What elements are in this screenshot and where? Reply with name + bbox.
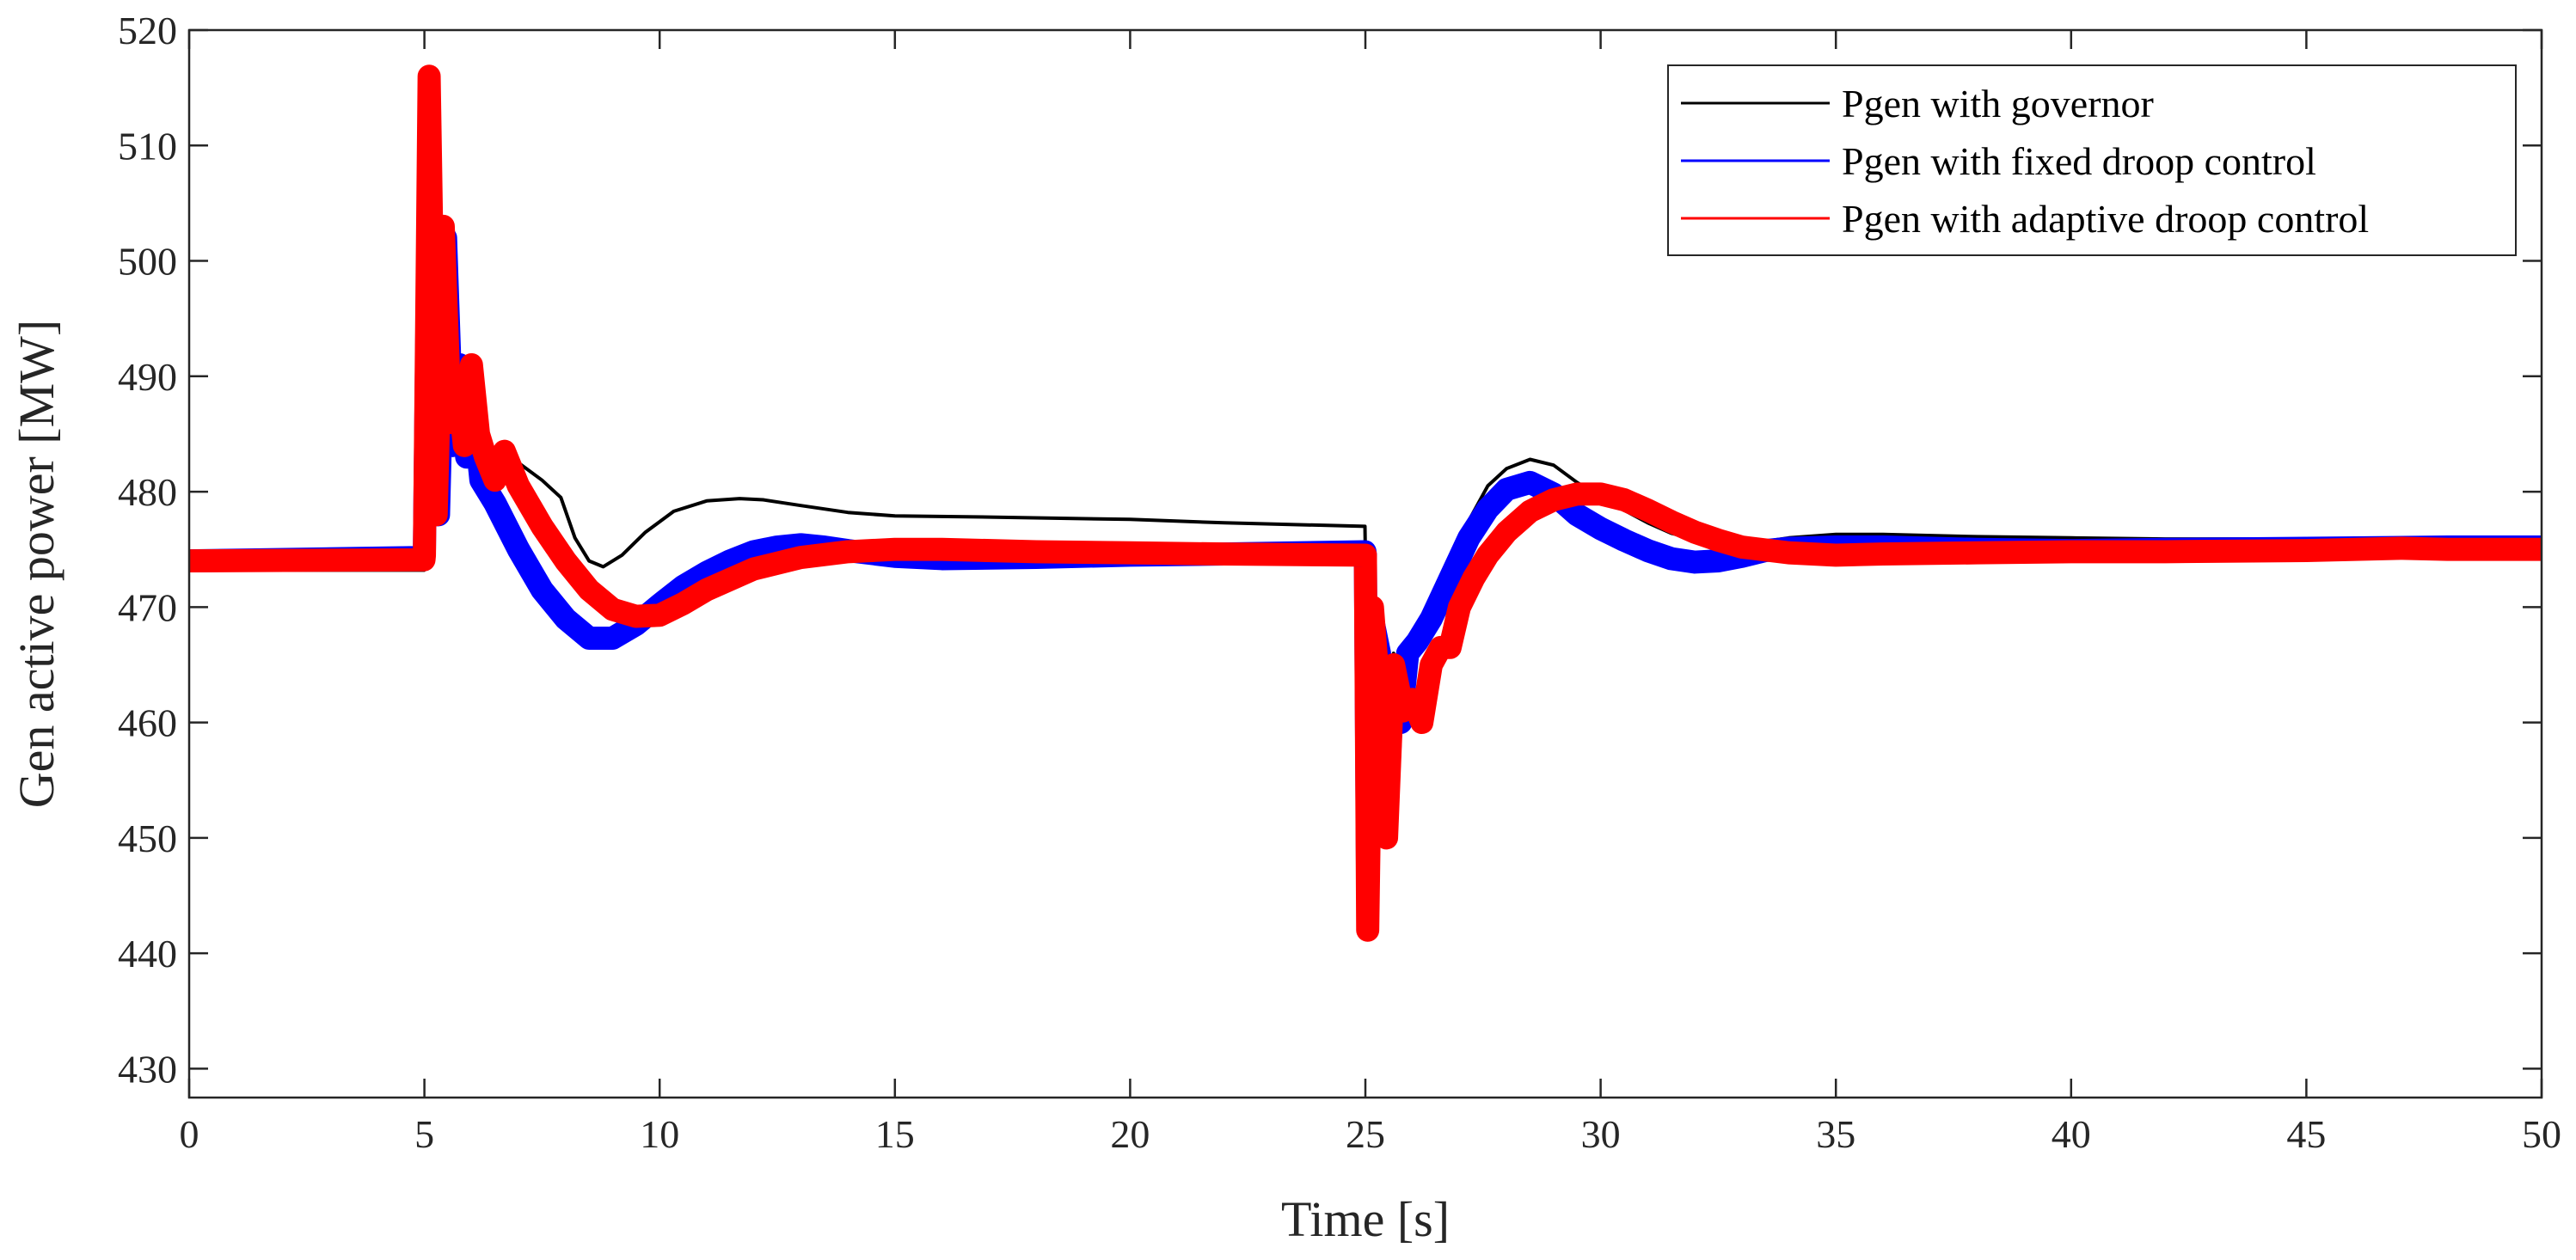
x-tick-label: 35	[1816, 1112, 1855, 1156]
x-tick-label: 5	[414, 1112, 434, 1156]
x-tick-label: 10	[640, 1112, 679, 1156]
y-tick-label: 440	[118, 932, 177, 976]
x-tick-label: 40	[2052, 1112, 2091, 1156]
plot-frame	[187, 28, 2543, 1099]
x-tick-label: 50	[2522, 1112, 2561, 1156]
y-tick-label: 490	[118, 355, 177, 399]
series-line-adaptive-droop	[189, 75, 2542, 932]
y-tick-label: 510	[118, 124, 177, 168]
y-axis-label: Gen active power [MW]	[9, 320, 64, 808]
y-tick-label: 480	[118, 470, 177, 514]
x-axis-label: Time [s]	[1281, 1191, 1450, 1247]
x-tick-label: 20	[1110, 1112, 1150, 1156]
legend-label-fixed-droop: Pgen with fixed droop control	[1842, 139, 2316, 183]
y-tick-label: 520	[118, 9, 177, 52]
legend-label-governor: Pgen with governor	[1842, 82, 2154, 125]
series-layer	[189, 64, 2542, 942]
x-tick-label: 0	[180, 1112, 199, 1156]
legend: Pgen with governor Pgen with fixed droop…	[1667, 64, 2517, 256]
y-tick-label: 470	[118, 585, 177, 629]
x-tick-label: 30	[1581, 1112, 1621, 1156]
x-tick-label: 25	[1346, 1112, 1385, 1156]
y-tick-labels: 430 440 450 460 470 480 490 500 510 520	[118, 9, 177, 1091]
x-tick-labels: 0 5 10 15 20 25 30 35 40 45 50	[180, 1112, 2562, 1156]
y-tick-label: 430	[118, 1047, 177, 1091]
y-tick-label: 500	[118, 240, 177, 284]
x-tick-label: 45	[2286, 1112, 2326, 1156]
legend-label-adaptive-droop: Pgen with adaptive droop control	[1842, 197, 2369, 241]
x-tick-label: 15	[875, 1112, 915, 1156]
y-tick-label: 450	[118, 817, 177, 860]
y-tick-label: 460	[118, 701, 177, 745]
